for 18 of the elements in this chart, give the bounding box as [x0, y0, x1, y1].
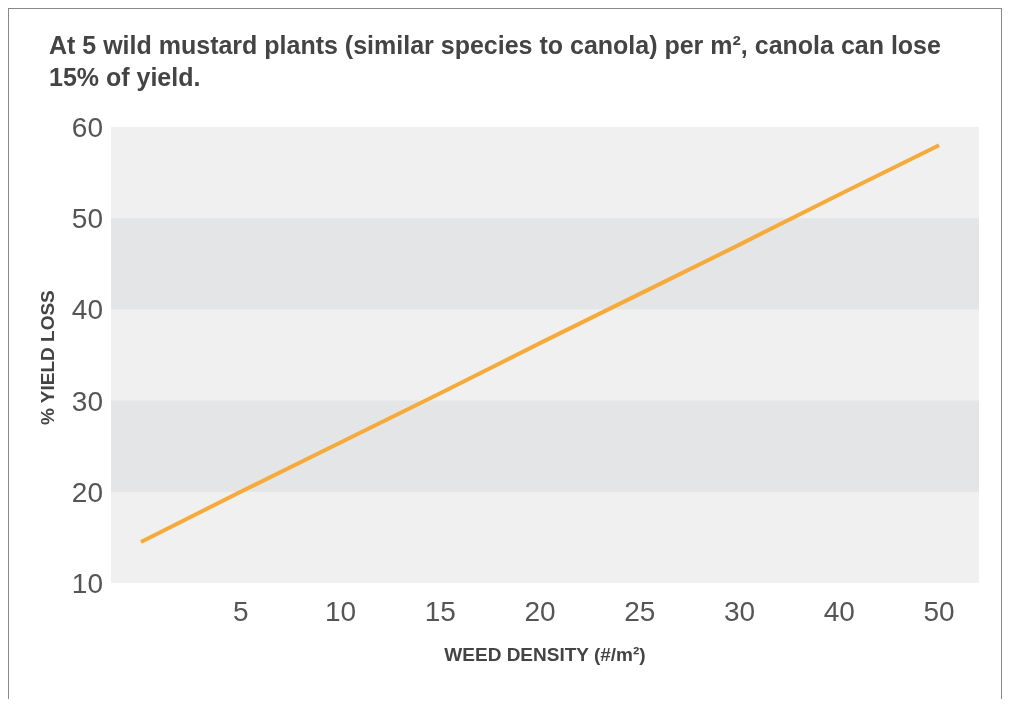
- y-tick-label: 30: [71, 385, 103, 417]
- x-tick-label: 25: [624, 595, 656, 627]
- x-axis-title: WEED DENSITY (#/m²): [444, 644, 646, 665]
- y-tick-label: 20: [71, 476, 103, 508]
- y-tick-label: 40: [71, 294, 103, 326]
- y-tick-label: 60: [71, 111, 103, 143]
- y-axis-title: % YIELD LOSS: [36, 290, 58, 425]
- x-tick-label: 15: [424, 595, 456, 627]
- x-tick-label: 10: [324, 595, 357, 627]
- x-tick-label: 20: [524, 595, 556, 627]
- y-tick-label: 50: [71, 203, 103, 235]
- y-tick-label: 10: [71, 567, 103, 599]
- x-tick-label: 50: [923, 595, 955, 627]
- x-tick-label: 5: [232, 595, 249, 627]
- x-tick-label: 40: [823, 595, 855, 627]
- x-tick-label: 30: [723, 595, 756, 627]
- chart-title: At 5 wild mustard plants (similar species to canola) per m², canola can lose 15% of yield.: [48, 30, 942, 93]
- line-series: [138, 143, 942, 544]
